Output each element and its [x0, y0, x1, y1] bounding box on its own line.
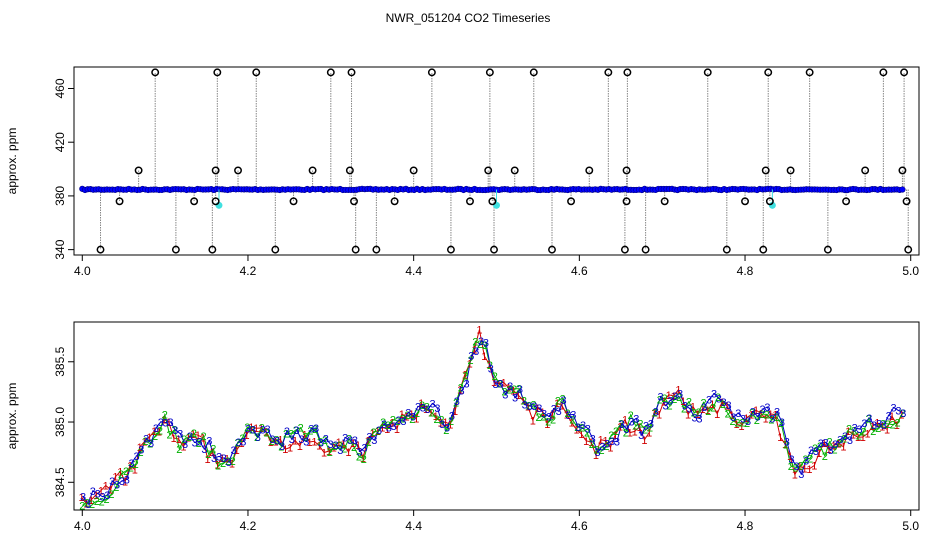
- outlier-point: [391, 198, 397, 204]
- outlier-point: [348, 69, 354, 75]
- top-plot-marks: [79, 69, 911, 253]
- top-y-axis-label: approx. ppm: [5, 128, 19, 195]
- top-x-tick-label: 4.8: [737, 264, 754, 278]
- series-point-3: 3: [900, 408, 906, 420]
- top-x-tick-label: 5.0: [902, 264, 919, 278]
- series-point-3: 3: [85, 499, 91, 511]
- bottom-y-tick-label: 384.5: [53, 467, 67, 497]
- series-point-3: 3: [677, 388, 683, 400]
- bottom-x-tick-label: 5.0: [902, 519, 919, 533]
- outlier-point: [351, 198, 357, 204]
- series-point-3: 3: [614, 437, 620, 449]
- top-y-tick-label: 380: [53, 186, 67, 206]
- series-point-3: 3: [517, 384, 523, 396]
- series-point-3: 3: [138, 445, 144, 457]
- outlier-point: [347, 167, 353, 173]
- series-point-3: 3: [784, 437, 790, 449]
- top-axes: 4.0 4.2 4.4 4.6 4.8 5.0 340 380 420 460: [53, 78, 919, 278]
- series-point-3: 3: [148, 438, 154, 450]
- series-point-3: 3: [488, 363, 494, 375]
- series-point-3: 3: [726, 400, 732, 412]
- bottom-y-tick-label: 385.5: [53, 346, 67, 376]
- series-point-3: 3: [449, 410, 455, 422]
- series-point-3: 3: [764, 402, 770, 414]
- series-point-3: 3: [240, 436, 246, 448]
- top-y-tick-label: 460: [53, 78, 67, 98]
- bottom-y-tick-label: 385.0: [53, 407, 67, 437]
- series-point-1: 1: [476, 325, 482, 337]
- series-point-3: 3: [648, 419, 654, 431]
- series-point-3: 3: [444, 423, 450, 435]
- series-point-3: 3: [313, 423, 319, 435]
- bottom-y-axis-label: approx. ppm: [5, 383, 19, 450]
- series-point-3: 3: [798, 469, 804, 481]
- top-x-tick-label: 4.0: [74, 264, 91, 278]
- figure-title: NWR_051204 CO2 Timeseries: [386, 11, 551, 25]
- top-x-tick-label: 4.6: [571, 264, 588, 278]
- series-point-3: 3: [124, 474, 130, 486]
- series-point-3: 3: [104, 490, 110, 502]
- top-x-tick-label: 4.4: [405, 264, 422, 278]
- bottom-x-tick-label: 4.8: [737, 519, 754, 533]
- series-point-3: 3: [779, 417, 785, 429]
- series-point-3: 3: [434, 403, 440, 415]
- series-point-3: 3: [352, 435, 358, 447]
- series-point-3: 3: [507, 381, 513, 393]
- bottom-x-tick-label: 4.2: [240, 519, 257, 533]
- series-point-3: 3: [556, 406, 562, 418]
- bottom-plot-marks: 1111111111111111111111111111111111111111…: [78, 325, 906, 513]
- baseline-point: [900, 187, 906, 193]
- series-point-3: 3: [803, 456, 809, 468]
- outlier-point: [309, 167, 315, 173]
- outlier-point: [116, 198, 122, 204]
- series-point-3: 3: [362, 443, 368, 455]
- top-y-tick-label: 340: [53, 239, 67, 259]
- top-y-tick-label: 420: [53, 132, 67, 152]
- series-point-3: 3: [463, 378, 469, 390]
- series-point-3: 3: [303, 436, 309, 448]
- series-point-3: 3: [847, 435, 853, 447]
- bottom-panel: 1111111111111111111111111111111111111111…: [5, 322, 919, 533]
- bottom-x-tick-label: 4.6: [571, 519, 588, 533]
- series-point-3: 3: [653, 406, 659, 418]
- series-point-3: 3: [483, 337, 489, 349]
- top-x-tick-label: 4.2: [240, 264, 257, 278]
- series-point-3: 3: [337, 445, 343, 457]
- series-point-3: 3: [454, 396, 460, 408]
- cyan-point: [493, 202, 500, 209]
- series-point-3: 3: [633, 413, 639, 425]
- series-point-3: 3: [561, 395, 567, 407]
- series-point-3: 3: [570, 410, 576, 422]
- series-point-3: 3: [226, 457, 232, 469]
- series-point-3: 3: [696, 413, 702, 425]
- bottom-x-tick-label: 4.0: [74, 519, 91, 533]
- top-plot-frame: [74, 67, 919, 255]
- outlier-point: [467, 198, 473, 204]
- outlier-point: [429, 69, 435, 75]
- bottom-x-tick-label: 4.4: [405, 519, 422, 533]
- series-point-3: 3: [279, 441, 285, 453]
- series-point-3: 3: [590, 434, 596, 446]
- series-point-3: 3: [206, 436, 212, 448]
- bottom-plot-frame: [74, 322, 919, 510]
- top-panel: 4.0 4.2 4.4 4.6 4.8 5.0 340 380 420 460 approx. p…: [5, 67, 919, 278]
